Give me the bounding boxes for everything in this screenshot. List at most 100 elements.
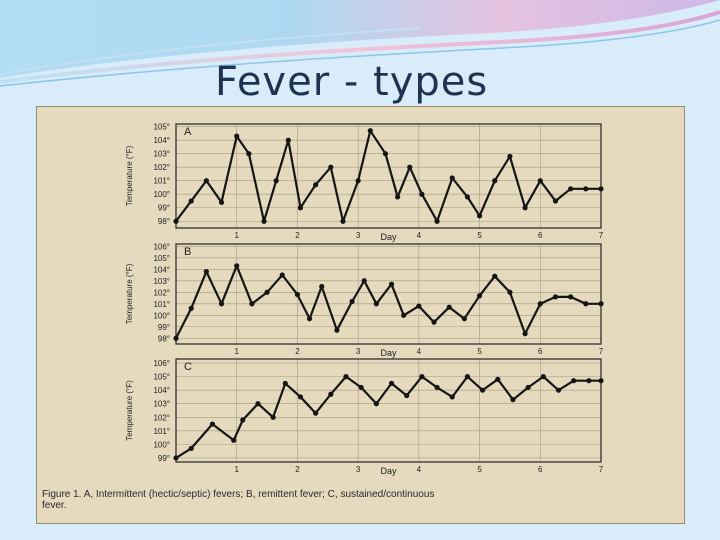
data-point [449,394,455,400]
data-point [361,278,367,284]
data-point [264,289,270,295]
y-axis-label: Temperature (°F) [125,145,134,206]
panel-label: B [184,246,191,258]
data-point [355,178,361,184]
data-point [328,391,334,397]
data-point [552,198,559,204]
data-point [404,392,410,399]
data-point [273,178,279,184]
y-tick-label: 105° [153,373,170,382]
data-point [249,301,255,307]
y-tick-label: 98° [158,217,170,226]
data-point [218,199,225,205]
data-point [464,374,471,380]
y-tick-label: 101° [153,177,170,186]
x-tick-label: 4 [417,465,422,474]
data-point [279,272,285,278]
panel-label: C [184,361,192,373]
x-axis-label: Day [380,466,397,476]
data-point [255,401,261,407]
y-tick-label: 103° [153,400,170,409]
plot-frame [175,358,602,463]
data-point [319,283,325,290]
temperature-line [175,264,601,339]
data-point [188,305,194,311]
fever-chart-photo: 98° 99° 100° 101° 102° 103° 104° 105° 1 2 3 4 5 6 7 A Da… [36,106,685,524]
x-tick-label: 7 [599,231,604,240]
data-point [306,316,313,322]
data-point [261,218,267,224]
figure-caption-cont: fever. [42,500,66,511]
slide-title: Fever - types [215,59,489,105]
y-tick-label: 99° [158,323,170,332]
y-tick-label: 104° [153,265,170,274]
y-tick-label: 102° [153,288,170,297]
y-tick-label: 100° [153,311,170,320]
data-point [340,218,346,224]
data-point [419,191,425,197]
y-tick-label: 104° [153,386,170,395]
plot-frame [175,123,602,229]
data-point [401,312,407,318]
data-point [173,218,179,224]
data-point [522,205,528,211]
x-tick-label: 7 [599,347,604,356]
y-axis-label: Temperature (°F) [125,263,134,324]
y-tick-label: 102° [153,413,170,422]
data-point [343,374,349,380]
data-point [492,178,498,184]
x-tick-label: 2 [295,231,300,240]
x-tick-label: 1 [234,465,239,474]
data-point [203,178,209,184]
y-tick-label: 106° [153,242,170,251]
data-point [495,376,501,382]
plot-frame [175,243,602,345]
x-tick-label: 6 [538,465,543,474]
data-point [231,437,237,443]
panel-b: 98° 99° 100° 101° 102° 103° 104° 105° 106° 1 2 3 4 5 6… [125,242,604,358]
y-tick-label: 102° [153,163,170,172]
data-point [373,401,379,407]
x-tick-label: 5 [477,347,482,356]
y-tick-label: 99° [158,454,170,463]
y-tick-label: 105° [153,254,170,263]
data-point [507,153,513,160]
x-axis-label: Day [380,348,397,358]
y-tick-label: 105° [153,123,170,132]
data-point [464,194,471,200]
data-point [510,397,516,403]
data-point [431,319,437,325]
data-point [203,268,209,275]
data-point [209,421,216,427]
data-point [373,301,379,307]
data-point [234,133,240,139]
x-tick-label: 6 [538,347,543,356]
data-point [568,294,574,300]
y-tick-label: 99° [158,204,170,213]
data-point [586,378,592,384]
data-point [525,384,531,391]
y-tick-label: 104° [153,136,170,145]
data-point [434,384,440,391]
panel-label: A [184,126,192,138]
data-point [246,151,252,157]
data-point [285,137,291,143]
data-point [461,316,467,322]
x-tick-label: 6 [538,231,543,240]
y-tick-label: 101° [153,427,170,436]
y-tick-label: 106° [153,359,170,368]
decorative-header-swoosh [0,0,720,87]
x-tick-label: 1 [234,231,239,240]
data-point [234,263,240,269]
data-point [555,387,562,393]
data-point [449,175,455,181]
x-tick-label: 5 [477,465,482,474]
data-point [173,455,179,461]
data-point [446,304,452,310]
data-point [240,417,246,423]
data-point [416,303,422,309]
y-tick-label: 100° [153,190,170,199]
data-point [571,378,577,384]
data-point [334,327,340,333]
data-point [434,218,440,224]
